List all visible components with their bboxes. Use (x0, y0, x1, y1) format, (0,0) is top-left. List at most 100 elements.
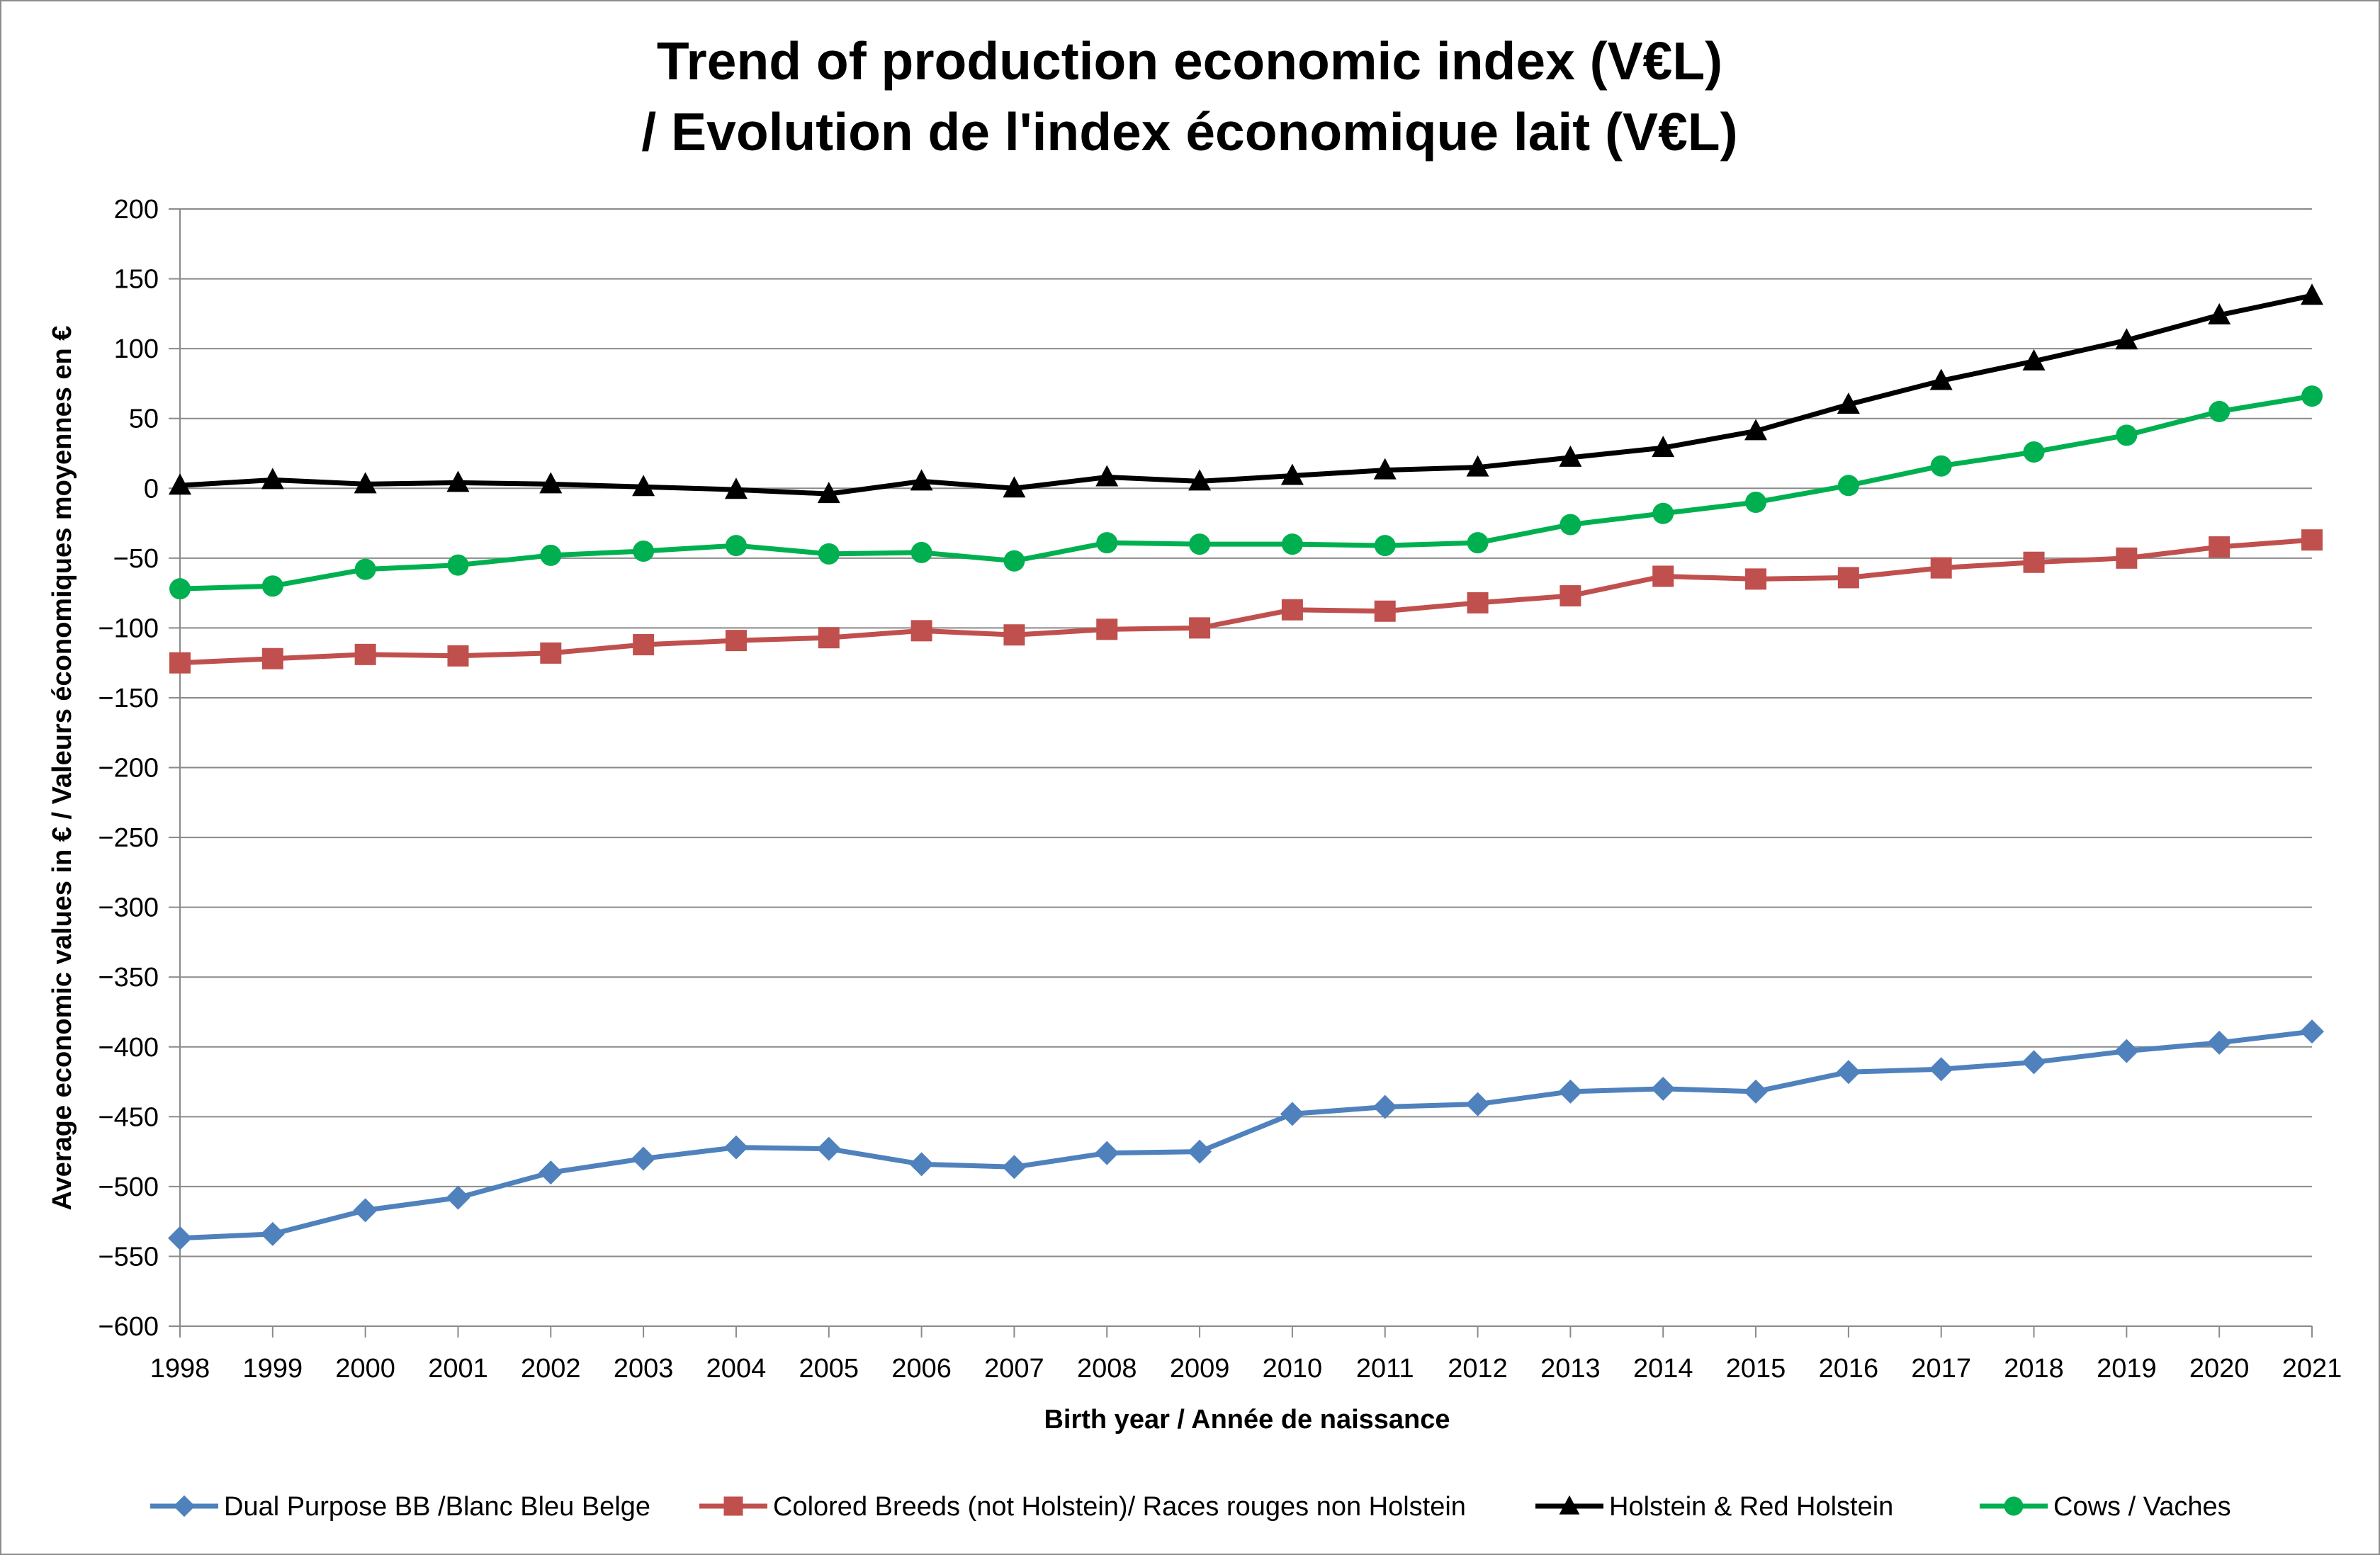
legend-marker (1559, 1495, 1580, 1515)
series-line (179, 293, 2313, 497)
data-point (1280, 1102, 1304, 1126)
data-point (2301, 385, 2323, 407)
data-point (1372, 1095, 1397, 1119)
x-tick-label: 2017 (1911, 1354, 1971, 1384)
x-tick-label: 2014 (1633, 1354, 1693, 1384)
data-point (2021, 1050, 2046, 1075)
data-point (446, 470, 470, 492)
data-point (1002, 1155, 1027, 1180)
data-point (261, 468, 284, 490)
series-2 (169, 529, 2323, 674)
y-tick-label: 200 (114, 195, 159, 225)
x-tick-labels: 1998 1999 2000 2001 2002 2003 2004 2005 2006 2007… (150, 1354, 2342, 1384)
data-point (354, 472, 377, 494)
data-point (1281, 599, 1303, 621)
data-point (1929, 368, 1953, 390)
data-point (1652, 436, 1675, 458)
chart-title: Trend of production economic index (V€L) (657, 31, 1722, 91)
data-point (1188, 1139, 1212, 1164)
data-point (1467, 592, 1489, 613)
data-point (1096, 618, 1118, 640)
data-point (2022, 349, 2046, 371)
legend-label: Cows / Vaches (2053, 1492, 2231, 1522)
x-axis-title: Birth year / Année de naissance (1044, 1405, 1450, 1435)
data-point (1930, 557, 1952, 579)
x-tick-label: 2002 (521, 1354, 581, 1384)
data-point (1465, 1092, 1490, 1116)
data-point (353, 1198, 378, 1223)
legend-label: Colored Breeds (not Holstein)/ Races rou… (773, 1492, 1466, 1522)
x-tick-label: 2020 (2189, 1354, 2250, 1384)
y-tick-label: −350 (98, 963, 159, 993)
data-point (1745, 568, 1767, 590)
series-group (168, 283, 2324, 1250)
data-point (1189, 617, 1211, 639)
data-point (539, 472, 563, 494)
data-point (725, 630, 747, 652)
data-point (1095, 1141, 1119, 1165)
data-point (910, 469, 933, 491)
data-point (724, 477, 748, 499)
data-point (1466, 455, 1489, 477)
data-point (632, 475, 655, 497)
y-tick-label: −150 (98, 684, 159, 713)
y-tick-label: 150 (114, 265, 159, 295)
x-tick-label: 2005 (799, 1354, 859, 1384)
data-point (447, 554, 469, 576)
y-tick-label: −200 (98, 754, 159, 784)
data-point (1189, 533, 1211, 555)
legend-label: Holstein & Red Holstein (1609, 1492, 1893, 1522)
series-4 (169, 385, 2323, 600)
y-tick-labels: −600−550−500−450−400−350−300−250−200−150… (98, 195, 159, 1342)
data-point (261, 575, 283, 597)
legend-entry: Dual Purpose BB /Blanc Bleu Belge (150, 1492, 650, 1522)
data-point (1467, 532, 1489, 554)
data-point (538, 1160, 563, 1185)
data-point (447, 645, 469, 667)
x-tick-label: 1998 (150, 1354, 210, 1384)
data-point (354, 643, 376, 665)
data-point (723, 1135, 748, 1160)
data-point (1744, 419, 1768, 441)
data-point (1374, 600, 1396, 622)
data-point (910, 541, 932, 563)
x-tick-label: 2000 (335, 1354, 395, 1384)
data-point (725, 535, 747, 557)
data-point (910, 620, 932, 642)
y-tick-label: −450 (98, 1102, 159, 1132)
data-point (1560, 514, 1581, 536)
data-point (1837, 392, 1860, 414)
data-point (817, 482, 840, 504)
data-point (168, 1226, 192, 1250)
axes (169, 208, 2313, 1338)
data-point (1652, 565, 1674, 587)
legend-marker (173, 1495, 196, 1517)
data-point (1837, 475, 1859, 497)
x-tick-label: 2012 (1448, 1354, 1508, 1384)
data-point (540, 642, 562, 664)
x-tick-label: 2021 (2282, 1354, 2342, 1384)
data-point (2115, 328, 2138, 350)
legend: Dual Purpose BB /Blanc Bleu Belge Colored… (150, 1492, 2231, 1522)
data-point (2300, 1019, 2324, 1044)
data-point (1280, 463, 1304, 485)
data-point (816, 1136, 841, 1161)
data-point (1188, 469, 1212, 491)
series-line (179, 1029, 2313, 1241)
data-point (633, 634, 655, 656)
data-point (1930, 455, 1952, 477)
x-tick-label: 2006 (891, 1354, 952, 1384)
legend-label: Dual Purpose BB /Blanc Bleu Belge (224, 1492, 650, 1522)
x-tick-label: 2019 (2097, 1354, 2157, 1384)
data-point (631, 1146, 656, 1171)
data-point (1003, 550, 1025, 572)
data-point (169, 652, 191, 674)
data-point (169, 473, 191, 495)
legend-entry: Colored Breeds (not Holstein)/ Races rou… (699, 1492, 1466, 1522)
x-tick-label: 2009 (1170, 1354, 1230, 1384)
y-tick-label: −400 (98, 1033, 159, 1063)
data-point (1374, 535, 1396, 557)
data-point (2301, 283, 2323, 305)
data-point (1373, 458, 1397, 480)
